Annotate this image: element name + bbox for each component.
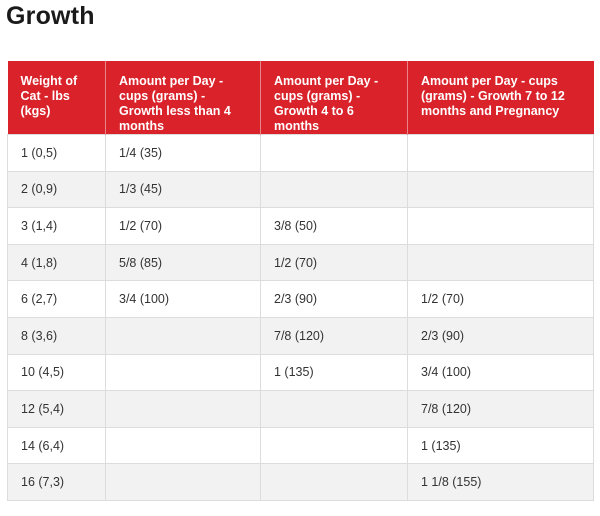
- growth-4-to-6-months-cell: 1/2 (70): [260, 243, 408, 282]
- weight-cell: 1 (0,5): [7, 134, 106, 172]
- table-row: 12 (5,4) 7/8 (120): [7, 390, 594, 428]
- growth-4-to-6-months-cell: [260, 134, 408, 172]
- growth-under-4-months-cell: [105, 463, 261, 501]
- weight-cell: 6 (2,7): [7, 280, 106, 318]
- table-header-row: Weight of Cat - lbs (kgs) Amount per Day…: [7, 61, 594, 135]
- growth-under-4-months-cell: [105, 353, 261, 392]
- growth-under-4-months-cell: [105, 426, 261, 465]
- growth-under-4-months-cell: [105, 316, 261, 355]
- weight-cell: 3 (1,4): [7, 207, 106, 245]
- table-row: 2 (0,9) 1/3 (45): [7, 170, 594, 209]
- table-body: 1 (0,5) 1/4 (35) 2 (0,9) 1/3 (45) 3 (1,4) 1/2…: [7, 134, 594, 501]
- growth-7-to-12-months-cell: [407, 207, 594, 245]
- growth-under-4-months-cell: 1/2 (70): [105, 207, 261, 245]
- growth-4-to-6-months-cell: [260, 463, 408, 501]
- growth-7-to-12-months-cell: [407, 134, 594, 172]
- growth-under-4-months-cell: 3/4 (100): [105, 280, 261, 318]
- growth-7-to-12-months-cell: 7/8 (120): [407, 390, 594, 428]
- growth-7-to-12-months-cell: 1/2 (70): [407, 280, 594, 318]
- growth-7-to-12-months-cell: 3/4 (100): [407, 353, 594, 392]
- weight-cell: 2 (0,9): [7, 170, 106, 209]
- growth-7-to-12-months-cell: 1 1/8 (155): [407, 463, 594, 501]
- growth-4-to-6-months-cell: [260, 170, 408, 209]
- growth-7-to-12-months-cell: 1 (135): [407, 426, 594, 465]
- growth-under-4-months-cell: [105, 390, 261, 428]
- column-header-growth-4-to-6-months: Amount per Day - cups (grams) - Growth 4…: [260, 61, 408, 135]
- table-row: 1 (0,5) 1/4 (35): [7, 134, 594, 172]
- growth-under-4-months-cell: 1/4 (35): [105, 134, 261, 172]
- growth-4-to-6-months-cell: 3/8 (50): [260, 207, 408, 245]
- table-row: 16 (7,3) 1 1/8 (155): [7, 463, 594, 501]
- growth-7-to-12-months-cell: [407, 170, 594, 209]
- weight-cell: 12 (5,4): [7, 390, 106, 428]
- weight-cell: 10 (4,5): [7, 353, 106, 392]
- weight-cell: 4 (1,8): [7, 243, 106, 282]
- column-header-growth-7-to-12-months: Amount per Day - cups (grams) - Growth 7…: [407, 61, 594, 135]
- growth-7-to-12-months-cell: [407, 243, 594, 282]
- growth-4-to-6-months-cell: [260, 426, 408, 465]
- growth-4-to-6-months-cell: 1 (135): [260, 353, 408, 392]
- column-header-weight: Weight of Cat - lbs (kgs): [7, 61, 106, 135]
- table-row: 14 (6,4) 1 (135): [7, 426, 594, 465]
- growth-4-to-6-months-cell: 2/3 (90): [260, 280, 408, 318]
- page-title: Growth: [6, 2, 95, 30]
- table-row: 4 (1,8) 5/8 (85) 1/2 (70): [7, 243, 594, 282]
- table-row: 6 (2,7) 3/4 (100) 2/3 (90) 1/2 (70): [7, 280, 594, 318]
- growth-4-to-6-months-cell: 7/8 (120): [260, 316, 408, 355]
- weight-cell: 14 (6,4): [7, 426, 106, 465]
- weight-cell: 8 (3,6): [7, 316, 106, 355]
- growth-7-to-12-months-cell: 2/3 (90): [407, 316, 594, 355]
- growth-under-4-months-cell: 5/8 (85): [105, 243, 261, 282]
- growth-under-4-months-cell: 1/3 (45): [105, 170, 261, 209]
- table-row: 10 (4,5) 1 (135) 3/4 (100): [7, 353, 594, 392]
- table-row: 3 (1,4) 1/2 (70) 3/8 (50): [7, 207, 594, 245]
- growth-4-to-6-months-cell: [260, 390, 408, 428]
- column-header-growth-under-4-months: Amount per Day - cups (grams) - Growth l…: [105, 61, 261, 135]
- weight-cell: 16 (7,3): [7, 463, 106, 501]
- table-row: 8 (3,6) 7/8 (120) 2/3 (90): [7, 316, 594, 355]
- feeding-table: Weight of Cat - lbs (kgs) Amount per Day…: [7, 61, 594, 501]
